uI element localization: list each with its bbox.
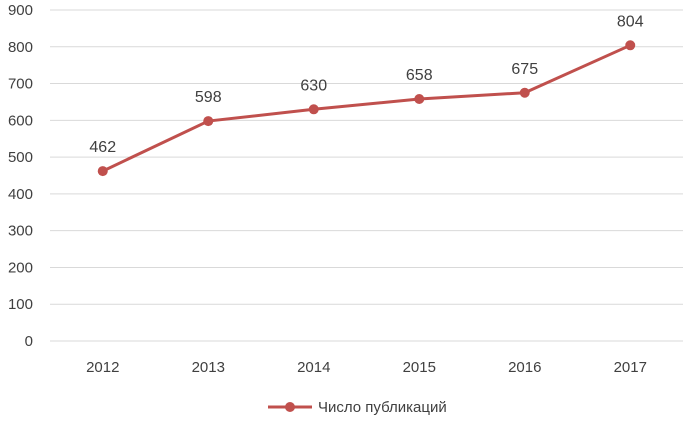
data-label: 462 <box>89 139 116 156</box>
y-axis-tick-labels: 0 100 200 300 400 500 600 700 800 900 <box>8 2 33 350</box>
legend: Число публикаций <box>268 399 447 416</box>
y-tick-label: 300 <box>8 223 33 240</box>
data-point <box>414 94 425 105</box>
x-tick-label: 2012 <box>86 359 119 376</box>
data-label: 630 <box>300 77 327 94</box>
data-point <box>308 104 319 115</box>
x-tick-label: 2014 <box>297 359 330 376</box>
data-point <box>625 40 636 51</box>
data-label: 675 <box>511 61 538 78</box>
series-group <box>97 40 636 177</box>
y-tick-label: 100 <box>8 296 33 313</box>
series-line <box>101 43 632 173</box>
legend-label: Число публикаций <box>318 399 447 416</box>
x-tick-label: 2016 <box>508 359 541 376</box>
data-point <box>203 116 214 127</box>
x-tick-label: 2015 <box>403 359 436 376</box>
data-point <box>519 87 530 98</box>
y-tick-label: 600 <box>8 112 33 129</box>
y-tick-label: 400 <box>8 186 33 203</box>
y-tick-label: 800 <box>8 39 33 56</box>
data-label: 598 <box>195 89 222 106</box>
data-labels: 462 598 630 658 675 804 <box>89 13 643 156</box>
x-tick-label: 2013 <box>192 359 225 376</box>
y-tick-label: 900 <box>8 2 33 19</box>
y-tick-label: 700 <box>8 76 33 93</box>
y-tick-label: 0 <box>25 333 33 350</box>
x-axis-tick-labels: 2012 2013 2014 2015 2016 2017 <box>86 359 647 376</box>
y-tick-label: 500 <box>8 149 33 166</box>
y-tick-label: 200 <box>8 259 33 276</box>
x-tick-label: 2017 <box>614 359 647 376</box>
data-point <box>97 166 108 177</box>
legend-marker-swatch <box>285 402 295 412</box>
data-label: 804 <box>617 13 644 30</box>
gridlines <box>50 9 683 342</box>
data-label: 658 <box>406 67 433 84</box>
